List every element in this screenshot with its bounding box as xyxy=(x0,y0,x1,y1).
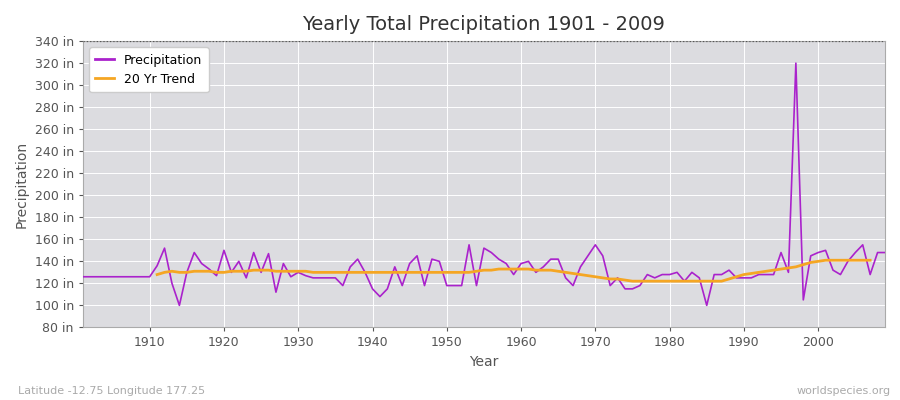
Text: worldspecies.org: worldspecies.org xyxy=(796,386,891,396)
X-axis label: Year: Year xyxy=(469,355,499,369)
Y-axis label: Precipitation: Precipitation xyxy=(15,141,29,228)
Text: Latitude -12.75 Longitude 177.25: Latitude -12.75 Longitude 177.25 xyxy=(18,386,205,396)
Legend: Precipitation, 20 Yr Trend: Precipitation, 20 Yr Trend xyxy=(89,47,209,92)
Title: Yearly Total Precipitation 1901 - 2009: Yearly Total Precipitation 1901 - 2009 xyxy=(302,15,665,34)
